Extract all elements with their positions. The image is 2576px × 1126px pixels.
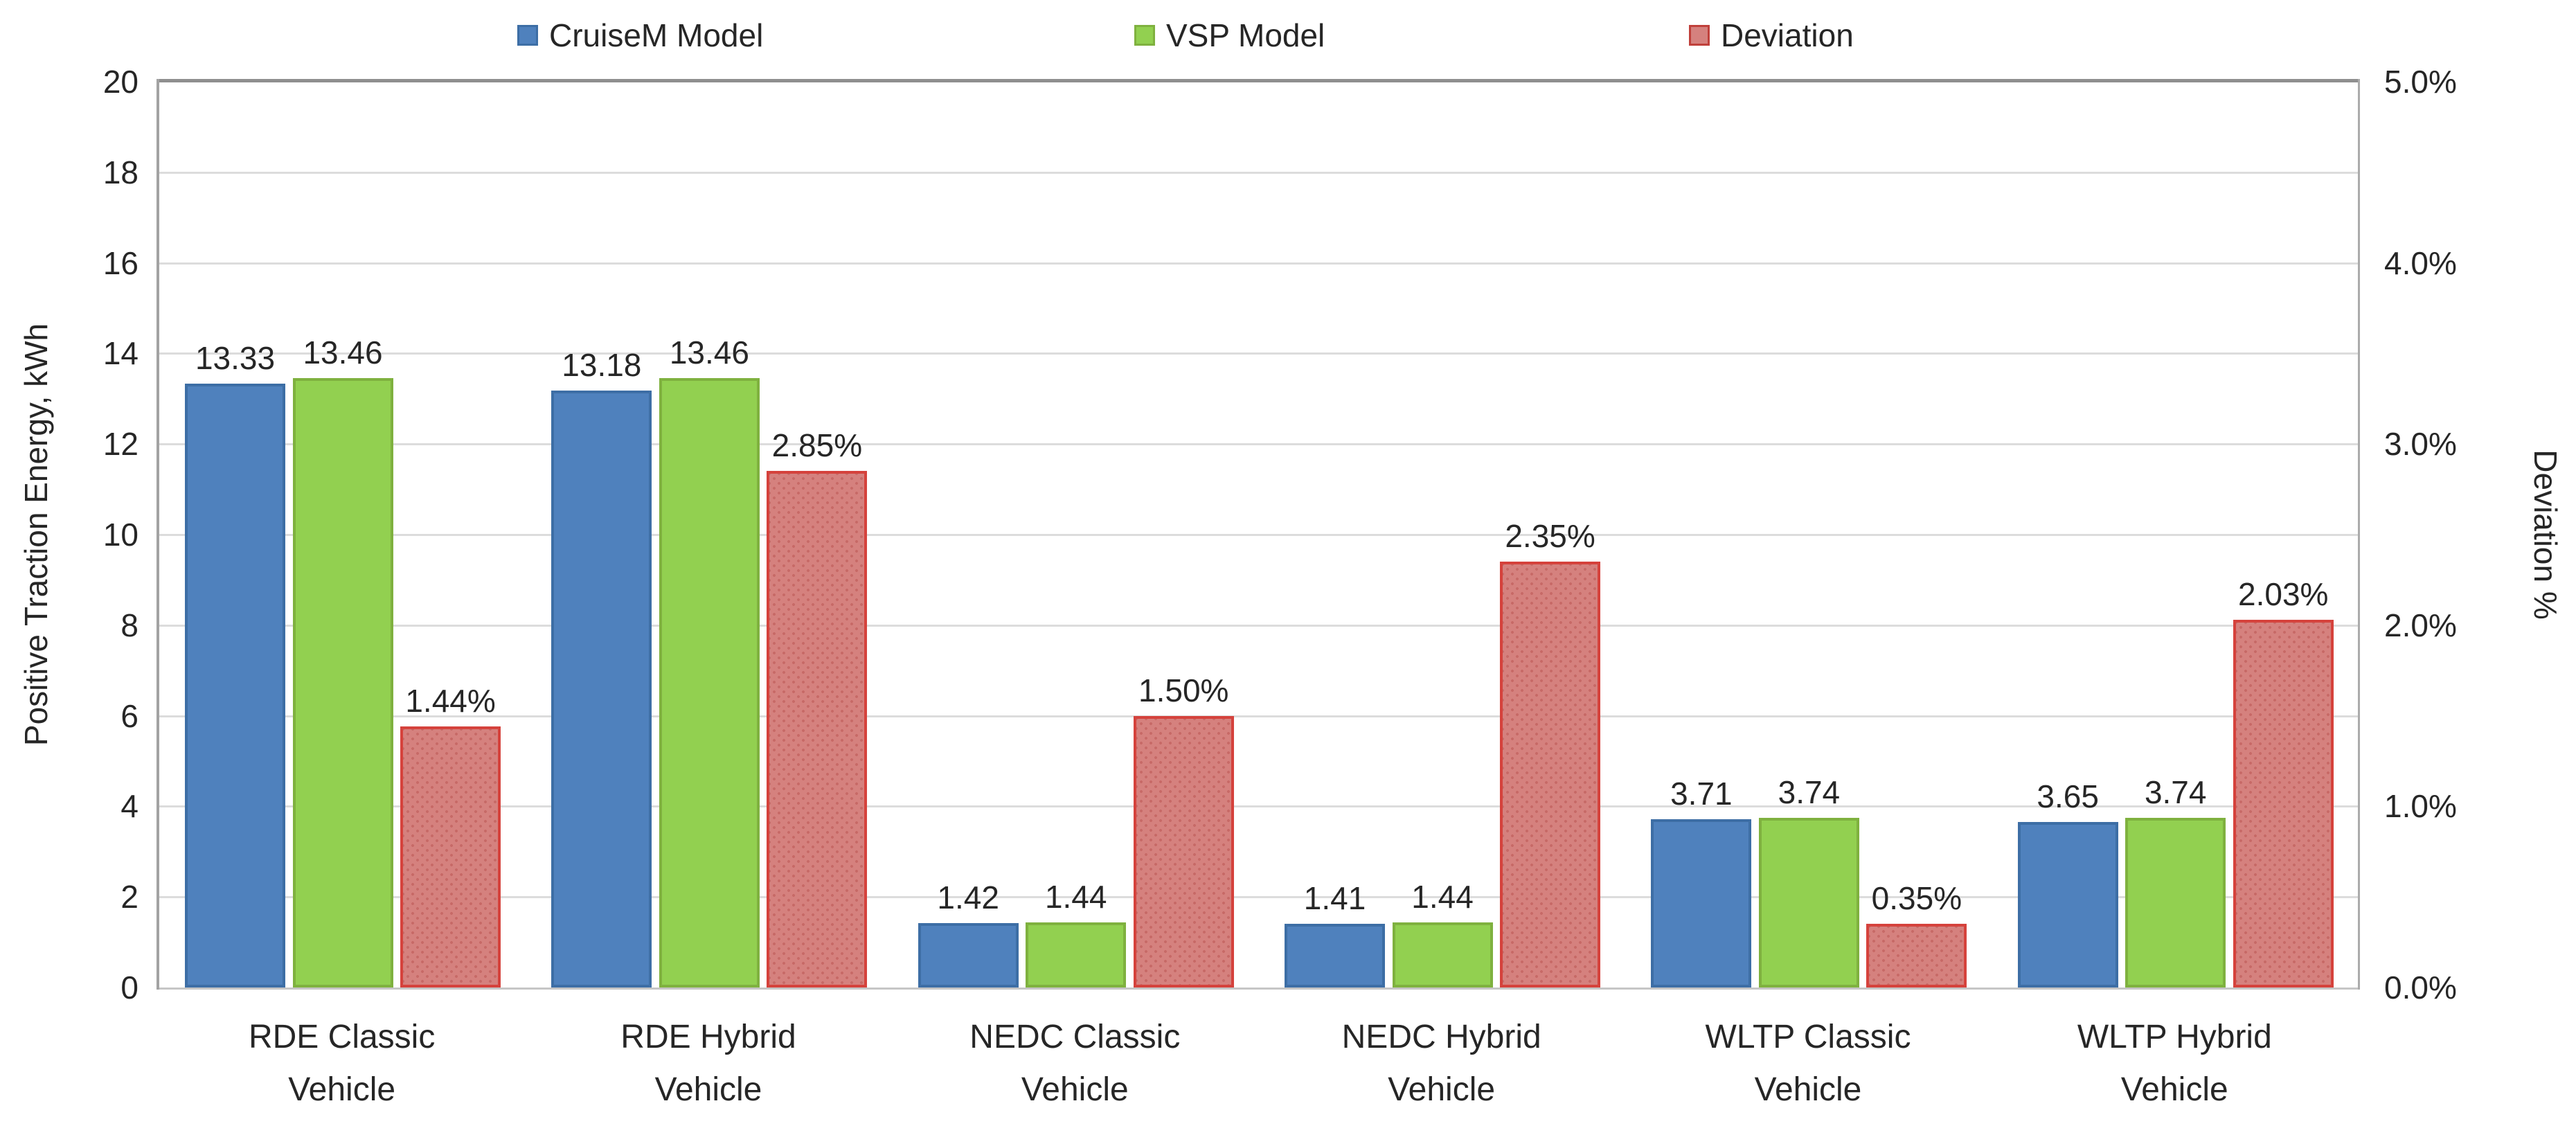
bar-vsp-model-rde-classic-vehicle xyxy=(292,377,393,988)
gridline xyxy=(159,805,2358,808)
y-axis-left-tick-label: 2 xyxy=(120,879,138,915)
bar-value-label: 13.18 xyxy=(562,347,642,384)
legend-label: CruiseM Model xyxy=(549,17,764,53)
x-axis-category-label: NEDC Classic Vehicle xyxy=(892,1011,1258,1116)
gridline xyxy=(159,443,2358,446)
y-axis-left-tick-label: 20 xyxy=(102,64,138,100)
bar-cruisem-model-nedc-classic-vehicle xyxy=(918,923,1019,988)
right-axis-line xyxy=(2358,79,2360,990)
legend-swatch-deviation xyxy=(1689,25,1710,46)
bar-cruisem-model-wltp-hybrid-vehicle xyxy=(2017,822,2118,988)
bar-value-label: 1.44 xyxy=(1411,878,1474,915)
bar-value-label: 13.46 xyxy=(669,334,749,370)
legend-swatch-vsp-model xyxy=(1134,25,1155,46)
bar-value-label: 1.42 xyxy=(937,879,999,916)
gridline xyxy=(159,534,2358,536)
x-axis-category-label: NEDC Hybrid Vehicle xyxy=(1258,1011,1625,1116)
bar-value-label: 13.46 xyxy=(303,334,383,370)
legend-item-vsp-model: VSP Model xyxy=(1134,18,1325,53)
right-axis-title: Deviation % xyxy=(2528,449,2564,620)
bar-value-label: 2.03% xyxy=(2238,575,2329,612)
x-axis-category-line: WLTP Classic xyxy=(1705,1019,1911,1055)
x-axis-category-label: RDE Classic Vehicle xyxy=(159,1011,525,1116)
left-axis-line xyxy=(156,79,159,990)
y-axis-left-tick-label: 0 xyxy=(120,969,138,1006)
bar-vsp-model-nedc-classic-vehicle xyxy=(1026,922,1127,988)
y-axis-right-tick-label: 4.0% xyxy=(2384,244,2457,281)
y-axis-right-tick-label: 2.0% xyxy=(2384,607,2457,643)
x-axis-category-line: Vehicle xyxy=(2120,1071,2228,1108)
x-axis-category-line: Vehicle xyxy=(1021,1071,1129,1108)
legend-item-cruisem-model: CruiseM Model xyxy=(517,18,763,53)
bar-value-label: 3.74 xyxy=(1778,774,1841,811)
y-axis-left-tick-label: 4 xyxy=(120,788,138,825)
y-axis-left-tick-label: 6 xyxy=(120,697,138,734)
bar-deviation-wltp-classic-vehicle xyxy=(1866,924,1967,988)
x-axis-category-label: WLTP Classic Vehicle xyxy=(1625,1011,1991,1116)
y-axis-left-tick-label: 8 xyxy=(120,607,138,643)
legend-swatch-cruisem-model xyxy=(517,25,538,46)
y-axis-right-tick-label: 3.0% xyxy=(2384,426,2457,463)
bar-cruisem-model-rde-classic-vehicle xyxy=(185,384,286,988)
legend-label: Deviation xyxy=(1721,17,1854,53)
x-axis-category-line: RDE Hybrid xyxy=(620,1019,796,1055)
y-axis-right-tick-label: 5.0% xyxy=(2384,64,2457,100)
x-axis-category-line: Vehicle xyxy=(288,1071,396,1108)
bar-value-label: 1.44 xyxy=(1044,878,1107,915)
y-axis-left-tick-label: 12 xyxy=(102,426,138,463)
chart-legend: CruiseM Model VSP Model Deviation xyxy=(0,0,2576,76)
plot-border-top xyxy=(159,79,2358,82)
x-axis-category-line: Vehicle xyxy=(654,1071,762,1108)
bar-vsp-model-wltp-classic-vehicle xyxy=(1758,818,1859,988)
x-axis-category-label: RDE Hybrid Vehicle xyxy=(525,1011,891,1116)
bar-value-label: 1.50% xyxy=(1138,672,1229,708)
bar-value-label: 1.41 xyxy=(1303,879,1366,916)
y-axis-left-tick-label: 10 xyxy=(102,517,138,553)
y-axis-left-tick-label: 16 xyxy=(102,244,138,281)
bar-cruisem-model-rde-hybrid-vehicle xyxy=(551,391,652,988)
bar-value-label: 2.85% xyxy=(771,427,863,464)
bar-cruisem-model-nedc-hybrid-vehicle xyxy=(1285,923,1386,988)
bar-deviation-nedc-hybrid-vehicle xyxy=(1500,562,1601,988)
y-axis-left-tick-label: 18 xyxy=(102,154,138,190)
gridline xyxy=(159,171,2358,174)
x-axis-category-line: NEDC Classic xyxy=(969,1019,1181,1055)
y-axis-left-tick-label: 14 xyxy=(102,335,138,372)
gridline xyxy=(159,896,2358,899)
gridline xyxy=(159,715,2358,717)
legend-item-deviation: Deviation xyxy=(1689,18,1854,53)
x-axis-category-line: NEDC Hybrid xyxy=(1341,1019,1541,1055)
x-axis-category-label: WLTP Hybrid Vehicle xyxy=(1992,1011,2358,1116)
bar-value-label: 3.71 xyxy=(1670,776,1733,812)
bar-vsp-model-nedc-hybrid-vehicle xyxy=(1392,922,1493,988)
bar-value-label: 2.35% xyxy=(1505,518,1595,555)
bar-value-label: 3.74 xyxy=(2144,774,2207,811)
x-axis-line xyxy=(159,988,2360,990)
legend-label: VSP Model xyxy=(1166,17,1325,53)
bar-deviation-wltp-hybrid-vehicle xyxy=(2233,619,2334,988)
x-axis-category-line: RDE Classic xyxy=(248,1019,436,1055)
bar-deviation-rde-classic-vehicle xyxy=(400,726,501,988)
bar-value-label: 13.33 xyxy=(195,340,276,377)
y-axis-right-tick-label: 1.0% xyxy=(2384,788,2457,825)
bar-value-label: 1.44% xyxy=(405,683,496,720)
gridline xyxy=(159,352,2358,355)
bar-vsp-model-rde-hybrid-vehicle xyxy=(659,377,760,988)
gridline xyxy=(159,624,2358,627)
y-axis-right-tick-label: 0.0% xyxy=(2384,969,2457,1006)
x-axis-category-line: Vehicle xyxy=(1388,1071,1496,1108)
bar-cruisem-model-wltp-classic-vehicle xyxy=(1651,819,1752,988)
x-axis-category-line: WLTP Hybrid xyxy=(2077,1019,2272,1055)
bar-value-label: 0.35% xyxy=(1871,880,1962,917)
bar-value-label: 3.65 xyxy=(2037,778,2099,815)
bar-deviation-rde-hybrid-vehicle xyxy=(767,471,868,988)
bar-deviation-nedc-classic-vehicle xyxy=(1133,715,1234,988)
x-axis-category-line: Vehicle xyxy=(1754,1071,1862,1108)
bar-vsp-model-wltp-hybrid-vehicle xyxy=(2125,818,2226,988)
gridline xyxy=(159,262,2358,265)
